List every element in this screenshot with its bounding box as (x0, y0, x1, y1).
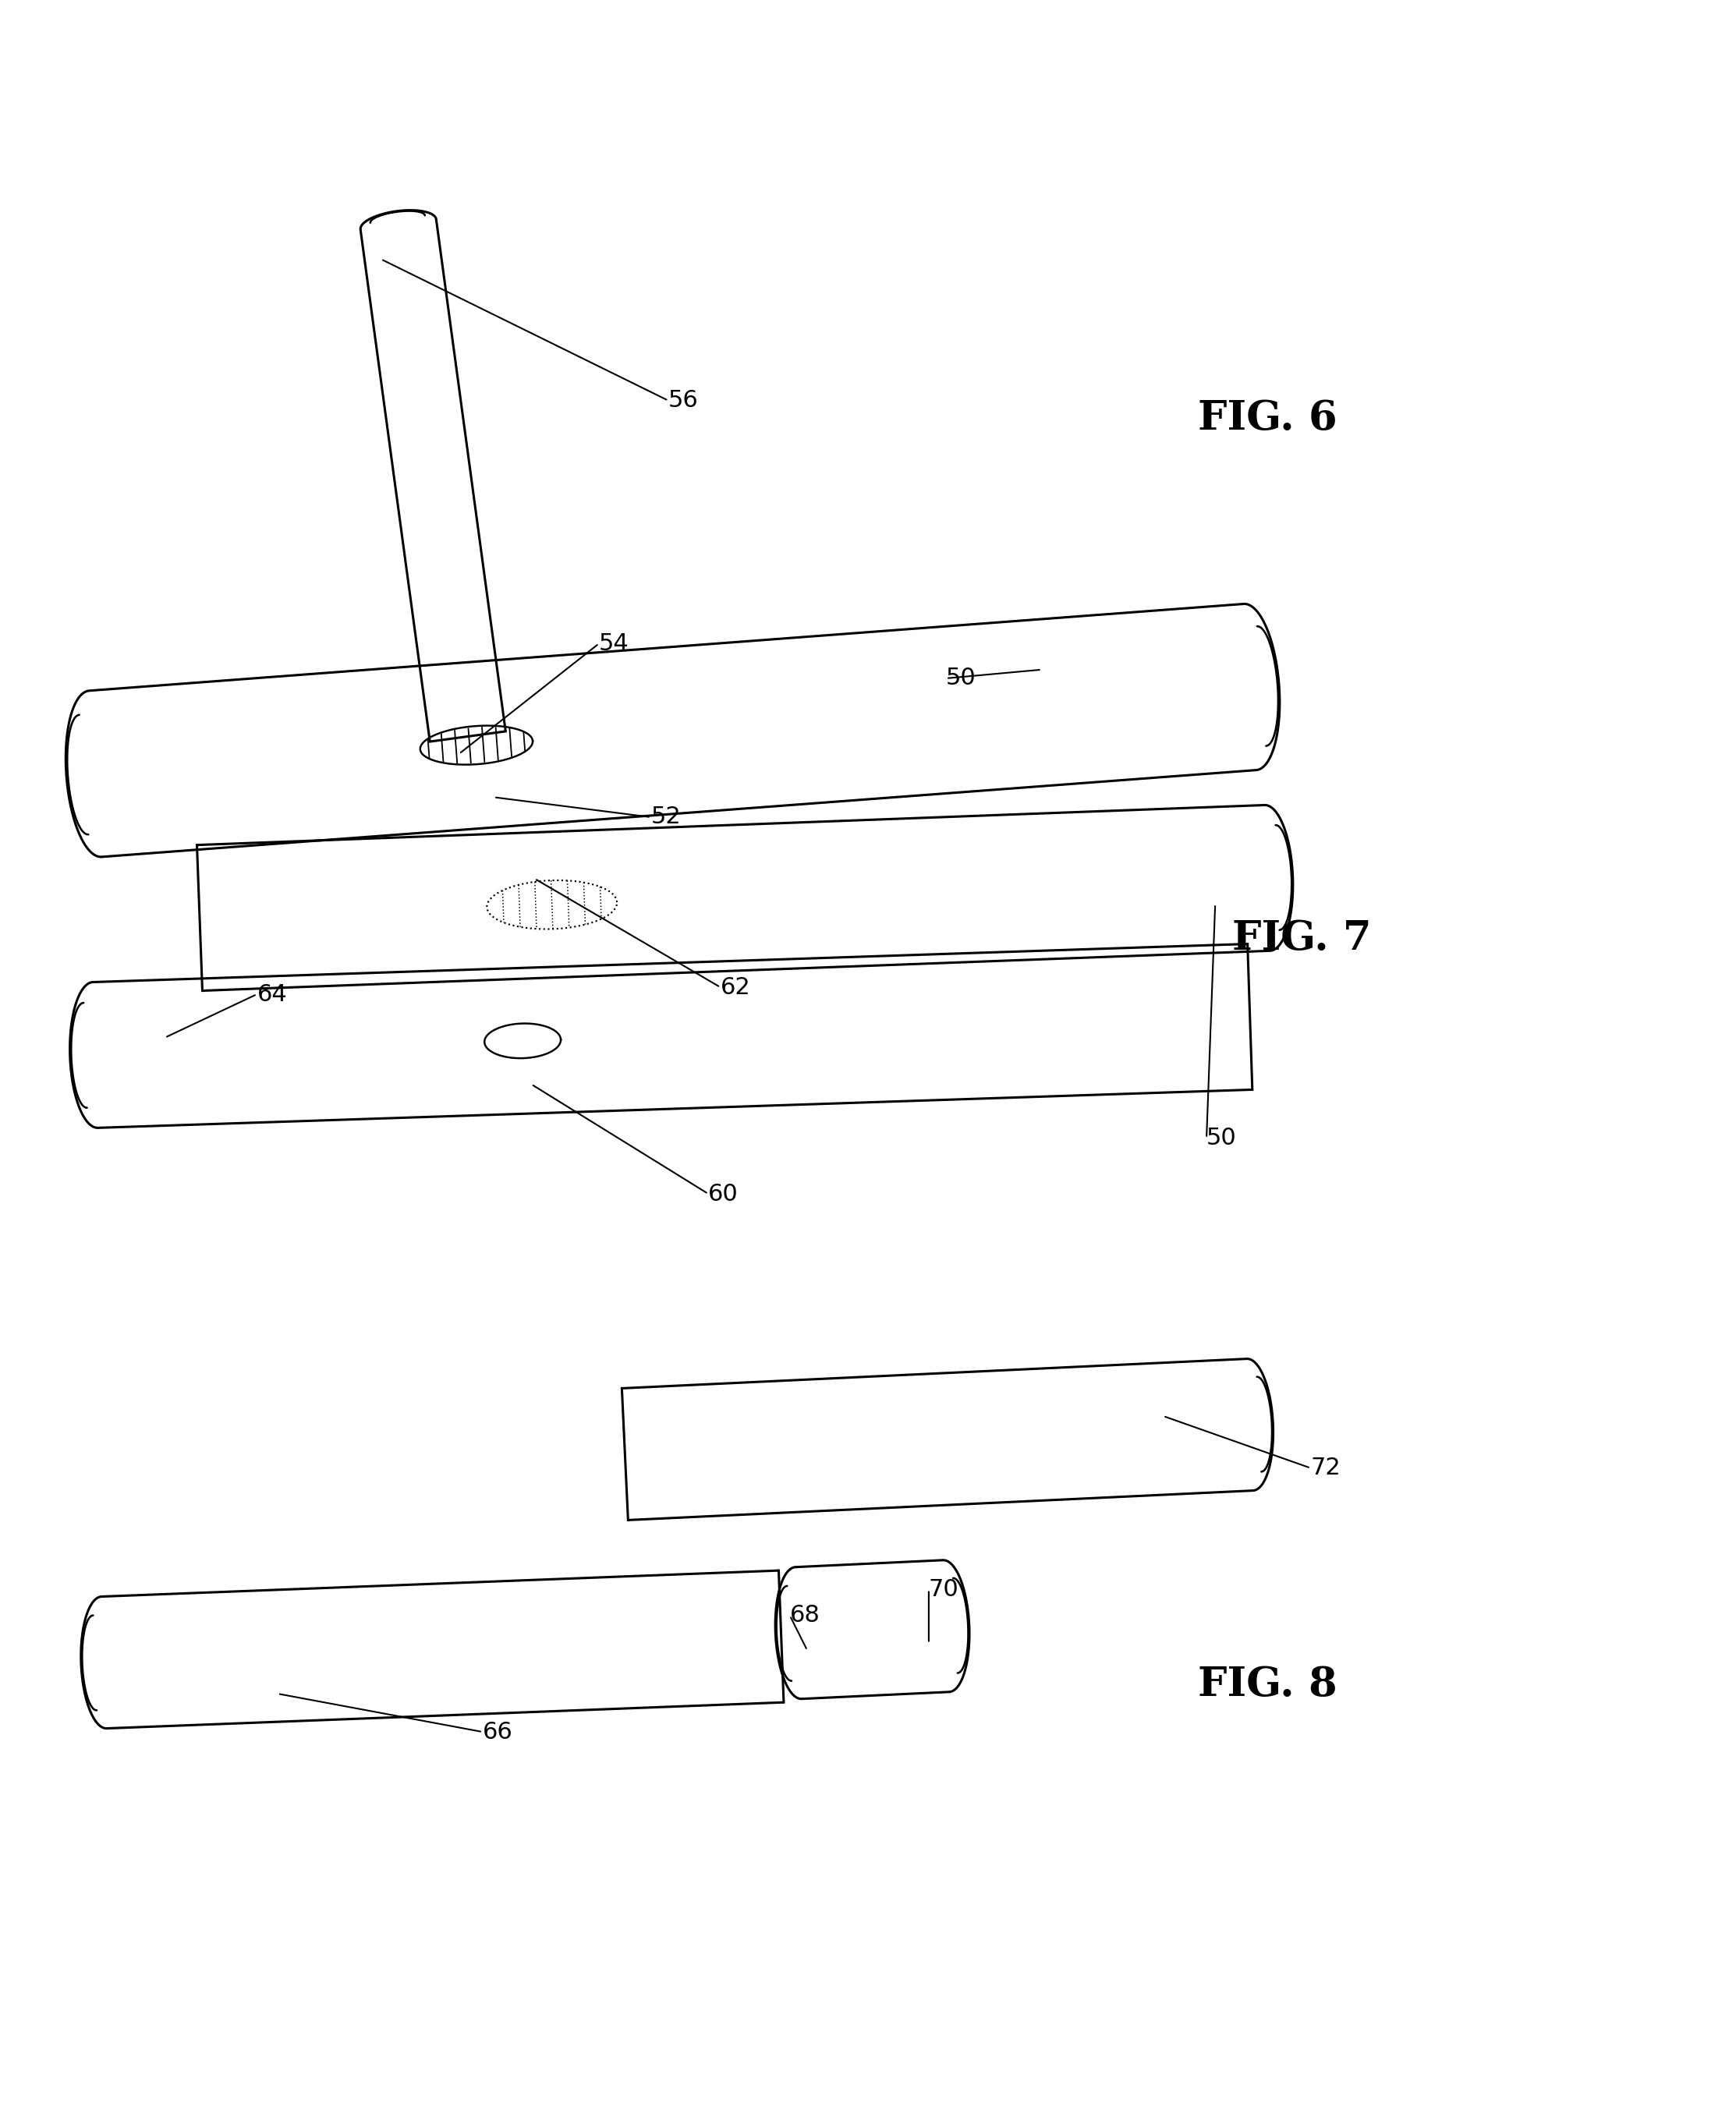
Text: FIG. 8: FIG. 8 (1198, 1666, 1337, 1706)
Text: 68: 68 (790, 1605, 819, 1628)
Text: 62: 62 (720, 976, 750, 999)
Text: 52: 52 (651, 805, 681, 829)
Text: 54: 54 (599, 633, 628, 654)
Text: 72: 72 (1311, 1457, 1340, 1478)
Text: 50: 50 (946, 667, 976, 690)
Text: FIG. 7: FIG. 7 (1233, 919, 1371, 959)
Text: 50: 50 (1207, 1127, 1236, 1150)
Text: 70: 70 (929, 1577, 958, 1600)
Text: 64: 64 (257, 982, 286, 1005)
Text: 60: 60 (708, 1182, 738, 1205)
Text: 66: 66 (483, 1720, 512, 1743)
Text: FIG. 6: FIG. 6 (1198, 397, 1337, 437)
Text: 56: 56 (668, 389, 698, 412)
